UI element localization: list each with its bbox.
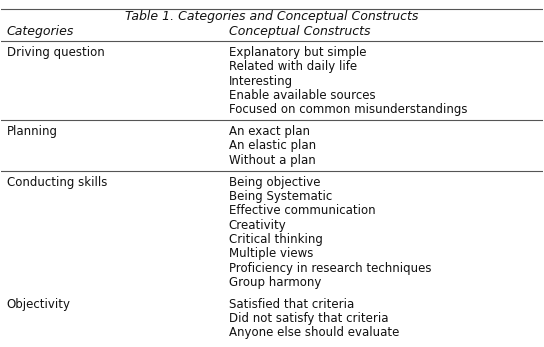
Text: Proficiency in research techniques: Proficiency in research techniques [228,262,431,274]
Text: Enable available sources: Enable available sources [228,89,375,102]
Text: Without a plan: Without a plan [228,154,316,167]
Text: Table 1. Categories and Conceptual Constructs: Table 1. Categories and Conceptual Const… [125,10,419,23]
Text: Planning: Planning [7,125,58,138]
Text: Group harmony: Group harmony [228,276,321,289]
Text: Being objective: Being objective [228,176,320,188]
Text: Categories: Categories [7,25,74,38]
Text: An exact plan: An exact plan [228,125,310,138]
Text: Conducting skills: Conducting skills [7,176,107,188]
Text: Satisfied that criteria: Satisfied that criteria [228,298,354,311]
Text: Related with daily life: Related with daily life [228,60,357,73]
Text: Critical thinking: Critical thinking [228,233,323,246]
Text: Anyone else should evaluate: Anyone else should evaluate [228,327,399,339]
Text: Effective communication: Effective communication [228,204,375,217]
Text: Interesting: Interesting [228,75,293,87]
Text: An elastic plan: An elastic plan [228,139,316,152]
Text: Multiple views: Multiple views [228,247,313,260]
Text: Driving question: Driving question [7,46,104,59]
Text: Being Systematic: Being Systematic [228,190,332,203]
Text: Objectivity: Objectivity [7,298,71,311]
Text: Focused on common misunderstandings: Focused on common misunderstandings [228,103,467,116]
Text: Conceptual Constructs: Conceptual Constructs [228,25,370,38]
Text: Explanatory but simple: Explanatory but simple [228,46,366,59]
Text: Did not satisfy that criteria: Did not satisfy that criteria [228,312,388,325]
Text: Creativity: Creativity [228,219,287,231]
